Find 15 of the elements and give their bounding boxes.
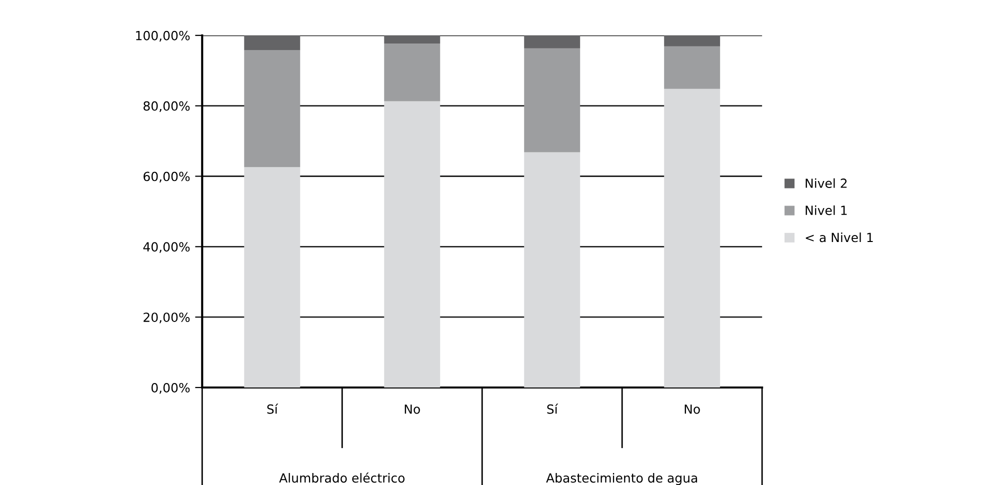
x-tick-label: No [404, 404, 420, 414]
x-tick-label: Sí [547, 404, 558, 414]
legend-label: < a Nivel 1 [806, 232, 873, 242]
text: Alumbrado eléctrico [279, 472, 405, 483]
y-tick-label: 100,00% [136, 30, 190, 42]
y-tick-label: 80,00% [144, 101, 190, 112]
text: Abastecimiento de agua [546, 473, 698, 485]
y-tick-label: 40,00% [143, 242, 190, 253]
x-tick-label: No [684, 404, 700, 414]
legend-label: Nivel 1 [806, 205, 847, 216]
legend-label: Nivel 2 [806, 178, 847, 188]
y-tick-label: 20,00% [144, 312, 190, 324]
y-tick-label: 0,00% [151, 382, 190, 394]
y-tick-label: 60,00% [144, 172, 190, 182]
x-tick-label: Sí [267, 404, 278, 414]
